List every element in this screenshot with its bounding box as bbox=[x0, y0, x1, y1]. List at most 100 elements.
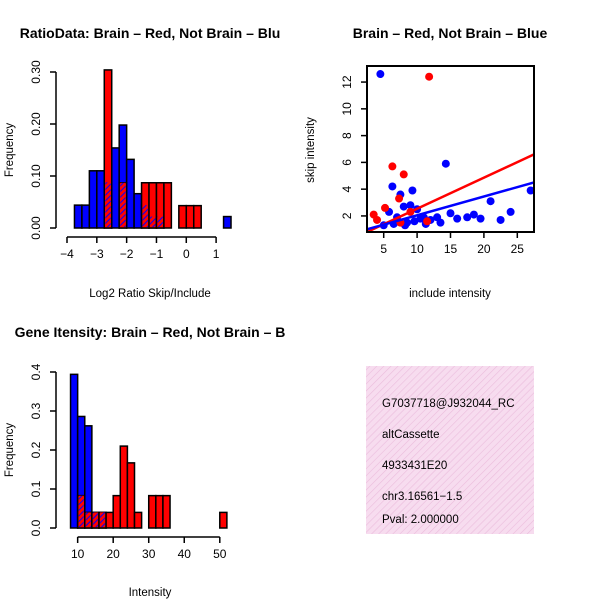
ratio-x-label: Log2 Ratio Skip/Include bbox=[89, 288, 210, 300]
gene-intensity-histogram: Gene Itensity: Brain – Red, Not Brain – … bbox=[4, 324, 285, 599]
brain-point bbox=[423, 217, 432, 226]
info-id-line: G7037718@J932044_RC bbox=[382, 398, 515, 410]
info-locus: chr3.16561−1.5 bbox=[382, 491, 462, 503]
ratio-red-bar bbox=[103, 69, 113, 229]
intensity-x-tick-label: 30 bbox=[142, 547, 156, 561]
ratio-y-tick-label: 0.00 bbox=[29, 216, 43, 240]
ratio-red-bar bbox=[178, 204, 188, 229]
scatter-y-tick-label: 8 bbox=[340, 132, 354, 139]
not-brain-point bbox=[408, 186, 417, 195]
intensity-x-tick-label: 10 bbox=[71, 547, 85, 561]
info-panel-background bbox=[366, 366, 534, 534]
scatter-x-tick-label: 5 bbox=[380, 242, 387, 256]
scatter-y-tick-label: 6 bbox=[340, 159, 354, 166]
ratio-histogram: RatioData: Brain – Red, Not Brain – Blu … bbox=[4, 25, 280, 300]
info-pval: Pval: 2.000000 bbox=[382, 514, 459, 526]
ratio-y-tick-label: 0.30 bbox=[29, 60, 43, 84]
ratio-chart-title: RatioData: Brain – Red, Not Brain – Blu bbox=[20, 25, 281, 41]
intensity-red-bar bbox=[219, 511, 228, 529]
not-brain-point bbox=[526, 186, 534, 195]
ratio-overlap-bar bbox=[120, 182, 126, 227]
ratio-x-tick-label: −2 bbox=[120, 247, 134, 261]
intensity-y-tick-label: 0.0 bbox=[29, 519, 43, 536]
intensity-overlap-bar bbox=[78, 495, 84, 527]
intensity-x-tick-label: 50 bbox=[213, 547, 227, 561]
ratio-overlap-bar bbox=[142, 205, 149, 227]
ratio-red-bar bbox=[163, 182, 173, 229]
ratio-x-tick-label: −1 bbox=[150, 247, 164, 261]
ratio-blue-bar bbox=[125, 158, 135, 229]
info-gene: 4933431E20 bbox=[382, 460, 447, 472]
not-brain-point bbox=[506, 207, 515, 216]
ratio-y-label: Frequency bbox=[4, 123, 16, 178]
intensity-y-label: Frequency bbox=[4, 423, 16, 478]
brain-point bbox=[373, 215, 382, 224]
ratio-overlap-bar bbox=[157, 216, 163, 227]
brain-point bbox=[381, 203, 390, 212]
intensity-red-bar bbox=[126, 462, 136, 529]
scatter-y-tick-label: 10 bbox=[340, 102, 354, 116]
brain-point bbox=[388, 162, 397, 171]
not-brain-point bbox=[446, 209, 455, 218]
not-brain-point bbox=[410, 217, 419, 226]
not-brain-point bbox=[463, 213, 472, 222]
not-brain-point bbox=[406, 201, 415, 210]
ratio-overlap-bar bbox=[105, 182, 111, 227]
scatter-chart-title: Brain – Red, Not Brain – Blue bbox=[353, 25, 548, 41]
ratio-red-bar bbox=[185, 204, 195, 229]
brain-fit-line bbox=[367, 153, 534, 232]
intensity-red-bar bbox=[105, 511, 114, 529]
scatter-x-tick-label: 10 bbox=[410, 242, 424, 256]
scatter-x-tick-label: 15 bbox=[444, 242, 458, 256]
ratio-bars bbox=[73, 69, 232, 229]
scatter-x-tick-label: 20 bbox=[477, 242, 491, 256]
ratio-y-tick-label: 0.20 bbox=[29, 112, 43, 136]
not-brain-point bbox=[496, 215, 505, 224]
not-brain-point bbox=[469, 210, 478, 219]
intensity-x-tick-label: 20 bbox=[107, 547, 121, 561]
ratio-x-tick-label: −4 bbox=[60, 247, 74, 261]
brain-point bbox=[395, 194, 404, 203]
intensity-chart-title: Gene Itensity: Brain – Red, Not Brain – … bbox=[15, 324, 286, 340]
ratio-blue-bar bbox=[222, 215, 232, 229]
not-brain-point bbox=[453, 214, 462, 223]
ratio-blue-bar bbox=[133, 192, 143, 229]
intensity-red-bar bbox=[133, 511, 143, 529]
scatter-y-tick-label: 4 bbox=[340, 186, 354, 193]
intensity-y-tick-label: 0.3 bbox=[29, 402, 43, 419]
intensity-y-tick-label: 0.2 bbox=[29, 441, 43, 458]
intensity-blue-bar bbox=[69, 373, 79, 529]
intensity-x-label: Intensity bbox=[129, 587, 172, 599]
scatter-plot-area bbox=[367, 70, 534, 232]
intensity-red-bar bbox=[162, 494, 171, 529]
brain-point bbox=[399, 170, 408, 179]
page-clip-cover bbox=[534, 366, 600, 534]
ratio-blue-bar bbox=[96, 170, 106, 229]
intensity-overlap-bar bbox=[99, 512, 106, 527]
intensity-x-tick-label: 40 bbox=[178, 547, 192, 561]
info-event-type: altCassette bbox=[382, 429, 440, 441]
ratio-overlap-bar bbox=[150, 216, 156, 227]
ratio-blue-bar bbox=[110, 147, 120, 229]
intensity-bars bbox=[69, 373, 228, 529]
scatter-y-tick-label: 12 bbox=[340, 75, 354, 89]
intensity-scatter: Brain – Red, Not Brain – Blue 5 10 15 20 25 2… bbox=[305, 25, 547, 300]
intensity-red-bar bbox=[147, 494, 157, 529]
intensity-axes: 10 20 30 40 50 0.0 0.1 0.2 0.3 0.4 bbox=[29, 363, 227, 561]
ratio-red-bar bbox=[192, 204, 202, 229]
intensity-y-tick-label: 0.4 bbox=[29, 363, 43, 380]
ratio-x-tick-label: −3 bbox=[90, 247, 104, 261]
scatter-y-label: skip intensity bbox=[305, 117, 317, 183]
scatter-y-tick-label: 2 bbox=[340, 212, 354, 219]
ratio-axes: −4 −3 −2 −1 0 1 0.00 0.10 0.20 0.30 bbox=[29, 60, 220, 261]
ratio-blue-bar bbox=[81, 204, 91, 229]
ratio-x-tick-label: 1 bbox=[213, 247, 220, 261]
not-brain-point bbox=[476, 214, 485, 223]
intensity-y-tick-label: 0.1 bbox=[29, 480, 43, 497]
scatter-x-tick-label: 25 bbox=[511, 242, 525, 256]
ratio-y-tick-label: 0.10 bbox=[29, 164, 43, 188]
not-brain-point bbox=[436, 218, 445, 227]
info-panel: G7037718@J932044_RC altCassette 4933431E… bbox=[366, 366, 534, 534]
intensity-overlap-bar bbox=[92, 512, 98, 527]
